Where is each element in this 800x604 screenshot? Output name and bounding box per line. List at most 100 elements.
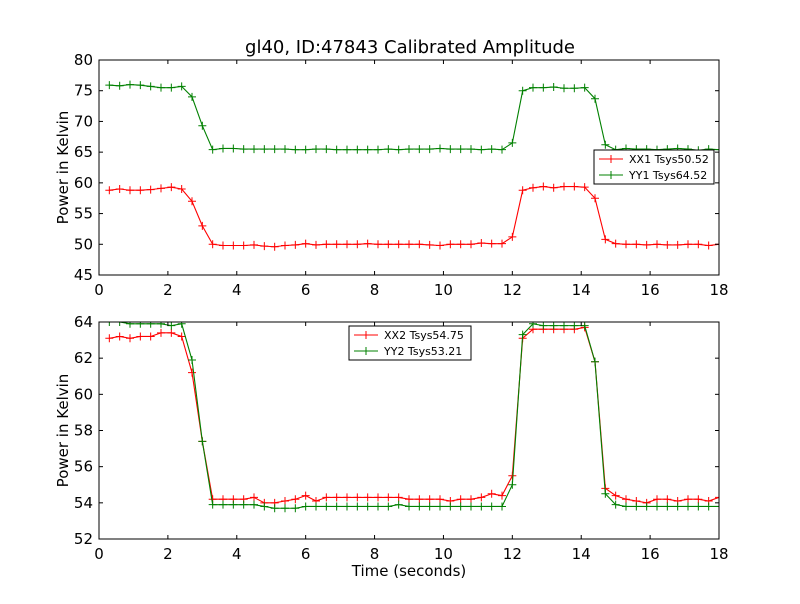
legend-box: [593, 149, 715, 185]
data-point: [384, 145, 393, 154]
data-point: [270, 145, 279, 154]
data-point: [250, 500, 258, 509]
legend: XX1 Tsys50.52 YY1 Tsys64.52: [593, 149, 715, 185]
subplot-2: 0 2 4 6 8 10 12 14 16 18 52 54 56 58 60 62 64 Power in Ke…: [54, 313, 729, 580]
data-point: [115, 332, 124, 341]
data-point: [653, 495, 661, 504]
data-point: [332, 502, 341, 511]
legend-marker: [362, 347, 370, 355]
data-point: [436, 144, 444, 153]
data-point: [229, 500, 238, 509]
data-point: [704, 241, 713, 250]
data-point: [684, 495, 692, 504]
data-point: [281, 145, 289, 154]
data-point: [518, 86, 527, 95]
x-tick-label: 6: [301, 281, 311, 299]
data-point: [622, 240, 630, 249]
data-point: [126, 322, 134, 328]
data-point: [570, 322, 579, 330]
data-point: [446, 502, 455, 511]
data-point: [208, 500, 217, 509]
data-point: [622, 502, 630, 511]
data-point: [167, 328, 176, 337]
data-point: [673, 502, 682, 511]
data-point: [663, 502, 672, 511]
data-point: [477, 239, 486, 248]
data-point: [167, 183, 176, 192]
data-point: [570, 182, 579, 191]
data-point: [415, 495, 424, 504]
data-point: [632, 240, 641, 249]
y-tick-label: 80: [74, 51, 93, 69]
data-point: [415, 240, 424, 249]
data-point: [291, 504, 300, 513]
data-point: [580, 322, 589, 330]
data-point: [684, 502, 692, 511]
y-tick-label: 50: [74, 235, 93, 253]
data-point: [177, 82, 186, 91]
data-point: [105, 81, 114, 90]
data-point: [146, 332, 155, 341]
data-point: [446, 145, 455, 154]
data-point: [312, 145, 320, 154]
data-point: [363, 502, 372, 511]
data-point: [415, 145, 424, 154]
x-tick-label: 0: [94, 281, 104, 299]
data-point: [270, 242, 279, 251]
data-point: [250, 493, 258, 502]
legend: XX2 Tsys54.75 YY2 Tsys53.21: [348, 325, 472, 361]
x-tick-label: 16: [641, 545, 660, 563]
data-point: [394, 500, 403, 509]
data-point: [105, 186, 114, 195]
y-tick-label: 54: [74, 494, 93, 512]
data-point: [425, 502, 434, 511]
data-point: [611, 500, 620, 509]
data-point: [105, 322, 114, 326]
data-point: [219, 500, 227, 509]
data-point: [136, 322, 145, 328]
data-point: [136, 332, 145, 341]
axes-frame: [98, 59, 720, 276]
data-point: [394, 493, 403, 502]
legend-marker: [362, 331, 370, 339]
data-point: [146, 82, 155, 91]
legend-label: YY1 Tsys64.52: [628, 169, 707, 182]
chart-title: gl40, ID:47843 Calibrated Amplitude: [245, 37, 575, 58]
data-point: [281, 497, 289, 506]
data-point: [198, 121, 207, 130]
data-point: [622, 495, 630, 504]
x-tick-label: 10: [434, 281, 453, 299]
y-tick-label: 64: [74, 313, 93, 331]
data-point: [456, 240, 465, 249]
x-tick-label: 0: [94, 545, 104, 563]
data-point: [167, 322, 176, 330]
data-point: [374, 240, 382, 249]
data-point: [105, 334, 114, 343]
data-point: [260, 145, 269, 154]
series-1: [105, 182, 719, 251]
data-point: [301, 239, 310, 248]
data-point: [250, 145, 258, 154]
data-point: [188, 368, 196, 377]
x-tick-label: 8: [370, 281, 380, 299]
series-line: [109, 84, 719, 151]
data-point: [136, 81, 145, 90]
data-point: [312, 240, 320, 249]
x-tick-label: 18: [709, 281, 728, 299]
data-point: [126, 334, 134, 343]
data-point: [560, 322, 568, 330]
y-tick-label: 65: [74, 143, 93, 161]
data-point: [477, 502, 486, 511]
x-tick-label: 2: [163, 281, 173, 299]
data-point: [177, 322, 186, 328]
data-point: [580, 183, 589, 192]
x-tick-label: 8: [370, 545, 380, 563]
series-line: [109, 185, 719, 248]
data-point: [208, 240, 217, 249]
data-point: [529, 83, 537, 92]
data-point: [456, 502, 465, 511]
data-point: [601, 235, 610, 244]
data-point: [126, 186, 134, 195]
data-point: [136, 186, 145, 195]
data-point: [363, 239, 372, 248]
